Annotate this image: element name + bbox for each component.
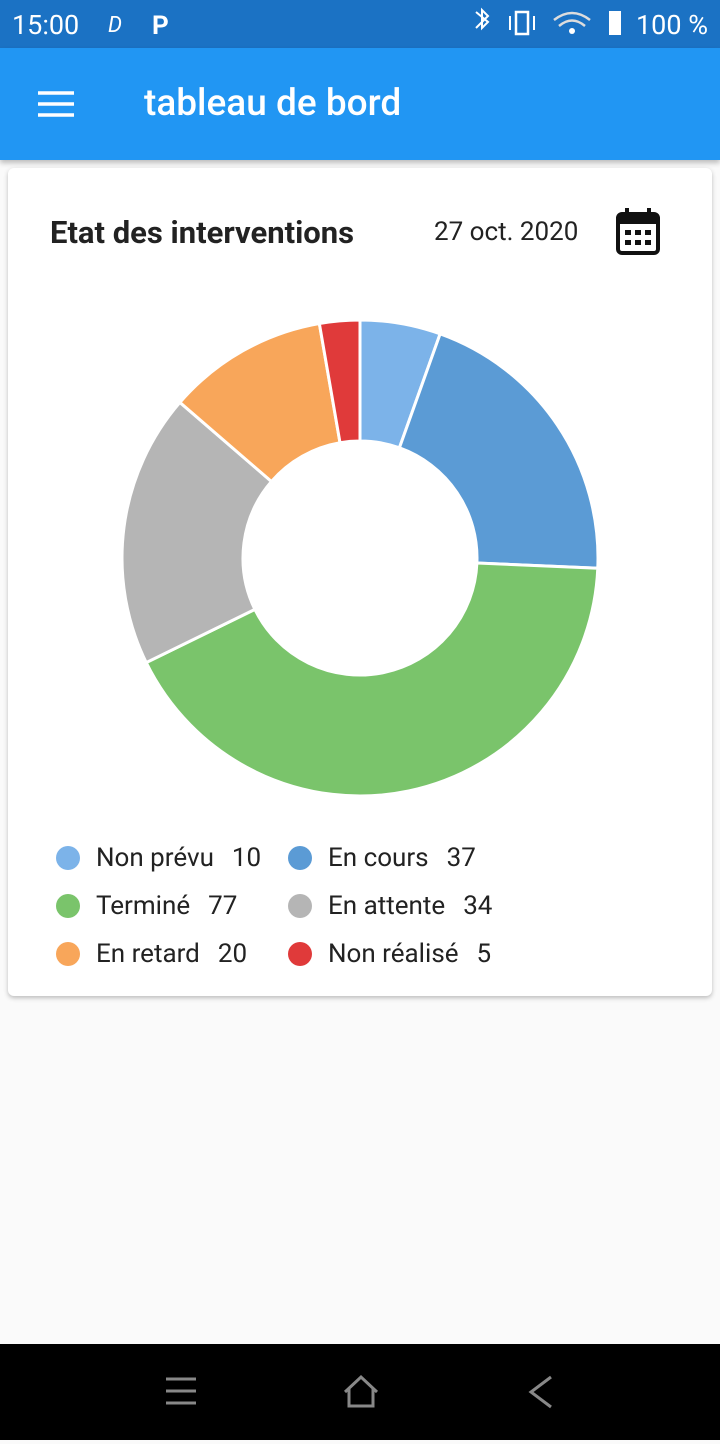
legend-item: Terminé 77 xyxy=(56,891,237,921)
legend-item: En retard 20 xyxy=(56,939,247,969)
notification-icons: D P xyxy=(108,11,169,41)
donut-slice xyxy=(144,561,600,798)
legend-value: 5 xyxy=(476,939,492,969)
legend-value: 34 xyxy=(463,891,493,921)
nav-icons xyxy=(166,1374,552,1409)
status-bar: 15:00 D P 100 % xyxy=(0,0,720,48)
legend-item: Non réalisé 5 xyxy=(288,939,491,969)
legend-label: En attente xyxy=(328,891,446,921)
legend-label: Terminé xyxy=(96,891,191,921)
legend-swatch xyxy=(56,942,80,966)
legend-value: 10 xyxy=(231,843,262,873)
svg-text:P: P xyxy=(152,11,169,41)
system-icons xyxy=(475,7,621,36)
navigation-bar xyxy=(0,1344,720,1440)
legend-label: Non réalisé xyxy=(328,939,459,969)
card-date: 27 oct. 2020 xyxy=(434,217,579,247)
menu-button[interactable] xyxy=(37,90,77,120)
card-title: Etat des interventions xyxy=(50,214,355,251)
donut-slice xyxy=(317,318,362,445)
legend-item: Non prévu 10 xyxy=(56,843,261,873)
card: Etat des interventions 27 oct. 2020 Non … xyxy=(8,168,712,996)
legend-value: 37 xyxy=(446,843,476,873)
legend-label: Non prévu xyxy=(96,843,214,873)
donut-chart xyxy=(120,318,600,798)
legend-swatch xyxy=(56,894,80,918)
legend-item: En cours 37 xyxy=(288,843,476,873)
legend-swatch xyxy=(288,846,312,870)
legend-swatch xyxy=(288,894,312,918)
donut-slice xyxy=(397,331,600,570)
app-title: tableau de bord xyxy=(144,82,402,125)
legend-value: 20 xyxy=(217,939,248,969)
legend-label: En cours xyxy=(328,843,429,873)
legend-label: En retard xyxy=(96,939,200,969)
battery: 100 % xyxy=(636,9,708,41)
legend-value: 77 xyxy=(208,891,238,921)
legend-swatch xyxy=(56,846,80,870)
donut-slice xyxy=(120,400,274,665)
calendar-button[interactable] xyxy=(615,206,661,256)
svg-text:D: D xyxy=(108,13,122,38)
app-bar: tableau de bord xyxy=(0,48,720,160)
legend-item: En attente 34 xyxy=(288,891,492,921)
time: 15:00 xyxy=(12,9,80,41)
legend-swatch xyxy=(288,942,312,966)
